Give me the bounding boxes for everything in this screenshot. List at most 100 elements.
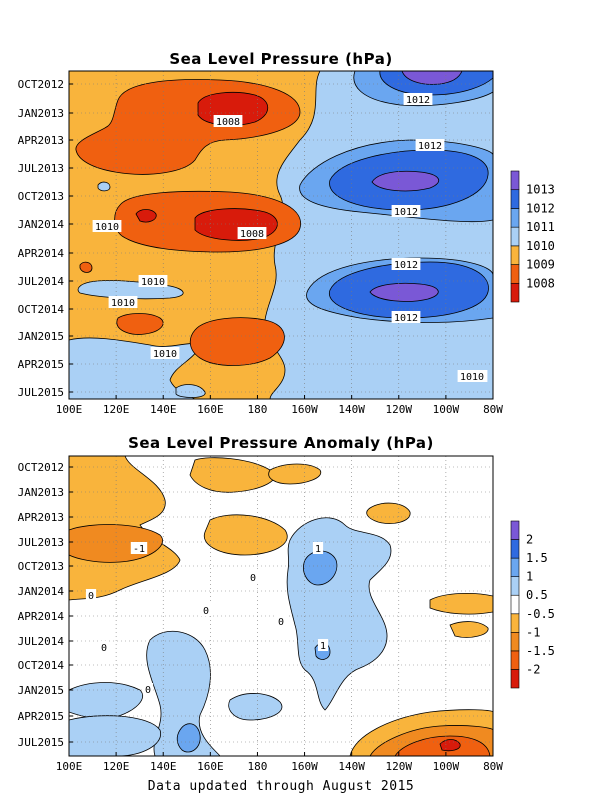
anomaly-x-tick-label: 120W	[386, 760, 413, 773]
anomaly-contour-label-text: 0	[145, 685, 151, 696]
anom-fill-pos-core-c	[176, 723, 201, 753]
slp-x-tick-label: 120E	[103, 403, 130, 416]
slp-fill-1013-b	[371, 170, 440, 192]
slp-x-tick-label: 160W	[291, 403, 318, 416]
slp-y-tick-label: APR2015	[18, 358, 64, 371]
anomaly-colorbar: -2 -1.5 -1 -0.5 0.5 1 1.5 2	[510, 520, 555, 689]
slp-colorbar-swatch	[510, 226, 520, 247]
anomaly-contour-label-text: 1	[315, 544, 321, 555]
anomaly-contour-label-bg	[200, 604, 212, 616]
slp-x-tick-label: 100E	[56, 403, 83, 416]
anomaly-colorbar-label: -0.5	[526, 607, 555, 621]
slp-contour-label: 1010	[92, 220, 122, 233]
anomaly-x-tick-label: 80W	[483, 760, 503, 773]
slp-colorbar-label: 1013	[526, 183, 555, 197]
anomaly-y-tick-label: OCT2012	[18, 461, 64, 474]
anomaly-contour-label: 1	[317, 639, 329, 652]
slp-fill-below-1008-c	[135, 209, 157, 223]
anomaly-x-tick-label: 160W	[291, 760, 318, 773]
slp-y-tick-label: JUL2014	[18, 275, 65, 288]
anom-fill-neg-east-patch-c	[366, 502, 411, 524]
slp-anomaly-title: Sea Level Pressure Anomaly (hPa)	[128, 434, 434, 452]
anomaly-contour-label-bg	[247, 571, 259, 583]
slp-x-tick-label: 140W	[338, 403, 365, 416]
data-updated-footer: Data updated through August 2015	[148, 779, 414, 794]
slp-x-tick-label: 80W	[483, 403, 503, 416]
anomaly-y-tick-label: JUL2015	[18, 736, 64, 749]
anomaly-contour-label-text: 0	[88, 591, 94, 602]
anom-fill-pos-west-a	[69, 682, 143, 719]
slp-x-tick-label: 180	[248, 403, 268, 416]
slp-contour-label: 1010	[108, 296, 138, 309]
anomaly-x-tick-label: 140W	[338, 760, 365, 773]
anomaly-contour-label-bg	[275, 615, 287, 627]
anomaly-x-tick-label: 140E	[150, 760, 177, 773]
anom-fill-pos-west-c	[69, 715, 161, 756]
anomaly-colorbar-label: -2	[526, 662, 540, 676]
anomaly-colorbar-swatch	[510, 520, 520, 540]
anomaly-contour-label-text: 1	[320, 641, 326, 652]
anomaly-x-tick-label: 100E	[56, 760, 83, 773]
slp-colorbar-label: 1011	[526, 220, 555, 234]
anom-fill-neg-east-patch-a	[429, 592, 493, 615]
slp-colorbar-swatch	[510, 282, 520, 303]
slp-contour-label-bg	[138, 275, 168, 287]
slp-contour-label-bg	[213, 115, 243, 127]
anomaly-contour-label-bg	[85, 589, 97, 601]
anomaly-colorbar-label: 2	[526, 533, 533, 547]
slp-colorbar-label: 1010	[526, 239, 555, 253]
anom-fill-pos-west-b	[146, 631, 221, 756]
anomaly-contour-label: 0	[247, 571, 259, 584]
anomaly-x-ticks: 100E 120E 140E 160E 180 160W 140W 120W 100W 80W	[56, 752, 503, 773]
slp-contour-label: 1012	[391, 205, 421, 218]
slp-colorbar-label: 1009	[526, 258, 555, 272]
anomaly-contour-label-text: -1	[133, 544, 145, 555]
slp-contour-label-bg	[150, 347, 180, 359]
anomaly-y-tick-label: APR2013	[18, 511, 64, 524]
slp-plot-frame	[68, 70, 494, 400]
slp-x-tick-label: 100W	[433, 403, 460, 416]
anomaly-colorbar-label: 0.5	[526, 588, 548, 602]
anomaly-y-tick-label: OCT2013	[18, 560, 64, 573]
slp-contour-label-text: 1010	[95, 222, 119, 233]
slp-colorbar-swatch	[510, 264, 520, 284]
anomaly-colorbar-swatch	[510, 669, 520, 689]
slp-contour-label: 1012	[391, 258, 421, 271]
slp-x-tick-label: 120W	[386, 403, 413, 416]
anomaly-contour-label: 0	[85, 589, 97, 602]
slp-x-ticks: 100E 120E 140E 160E 180 160W 140W 120W 100W 80W	[56, 395, 503, 416]
slp-fill-1008-1009-c	[189, 317, 285, 366]
anom-fill-neg-east-patch-b	[449, 621, 489, 638]
anomaly-y-tick-label: APR2014	[18, 610, 65, 623]
anomaly-contour-label-bg	[130, 542, 148, 554]
slp-title: Sea Level Pressure (hPa)	[169, 50, 392, 68]
anomaly-y-tick-label: JUL2014	[18, 635, 65, 648]
slp-contour-label-text: 1012	[394, 260, 418, 271]
anomaly-contour-label: 0	[275, 615, 287, 628]
slp-contour-label-text: 1012	[406, 95, 430, 106]
slp-fill-1008-1009-e	[79, 261, 93, 273]
anomaly-contour-label: 0	[98, 641, 110, 654]
anomaly-contour-label: 0	[200, 604, 212, 617]
slp-contour-label-text: 1010	[153, 349, 177, 360]
anomaly-contour-labels: 1 1 -1 0 0 0 0 0 0	[85, 542, 329, 696]
slp-contour-label-text: 1012	[394, 207, 418, 218]
anomaly-y-ticks: OCT2012 JAN2013 APR2013 JUL2013 OCT2013 JAN20…	[18, 461, 73, 749]
anomaly-colorbar-label: 1.5	[526, 551, 548, 565]
slp-y-tick-label: JAN2013	[18, 107, 64, 120]
anomaly-y-tick-label: JUL2013	[18, 536, 64, 549]
anomaly-contour-label-text: 0	[278, 617, 284, 628]
slp-fill-1008-1009-d	[116, 313, 164, 335]
slp-colorbar-swatch	[510, 208, 520, 228]
anomaly-colorbar-swatch	[510, 650, 520, 670]
slp-contour-label: 1012	[403, 93, 433, 106]
anomaly-colorbar-swatch	[510, 613, 520, 633]
anomaly-x-tick-label: 120E	[103, 760, 130, 773]
slp-y-tick-label: OCT2014	[18, 303, 65, 316]
slp-contour-label-text: 1010	[460, 372, 484, 383]
slp-contour-label: 1010	[138, 275, 168, 288]
slp-y-tick-label: JUL2013	[18, 162, 64, 175]
slp-contour-label-bg	[391, 258, 421, 270]
slp-contour-label-text: 1008	[216, 117, 240, 128]
